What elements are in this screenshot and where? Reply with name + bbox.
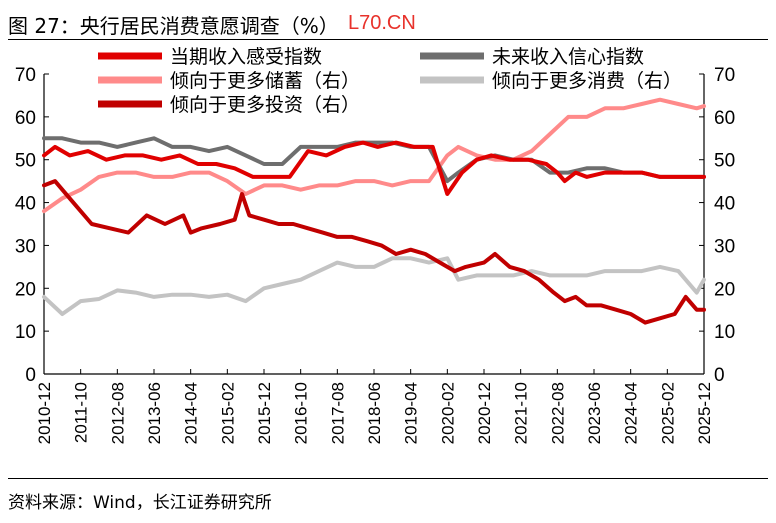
x-tick-label: 2025-12 [695, 382, 714, 444]
figure-header: 图 27：央行居民消费意愿调查（%） L70.CN [8, 8, 768, 38]
y-left-tick-label: 70 [15, 65, 36, 86]
y-right-tick-label: 70 [714, 65, 735, 86]
x-tick-label: 2021-10 [512, 382, 531, 444]
y-left-tick-label: 40 [15, 194, 36, 215]
x-tick-label: 2015-02 [218, 382, 237, 444]
x-tick-label: 2017-08 [328, 382, 347, 444]
y-left-tick-label: 60 [15, 108, 36, 129]
x-tick-label: 2022-08 [548, 382, 567, 444]
watermark-text: L70.CN [348, 12, 416, 34]
x-tick-label: 2020-12 [475, 382, 494, 444]
y-left-tick-label: 20 [15, 279, 36, 300]
figure-title: 图 27：央行居民消费意愿调查（%） [8, 14, 339, 38]
series-line [42, 179, 706, 325]
y-right-tick-label: 30 [714, 236, 735, 257]
legend-label: 倾向于更多投资（右） [170, 94, 360, 116]
x-tick-label: 2018-06 [365, 382, 384, 444]
x-tick-label: 2014-04 [182, 382, 201, 444]
y-left-tick-label: 10 [15, 322, 36, 343]
x-tick-label: 2011-10 [72, 382, 91, 443]
x-tick-label: 2016-10 [292, 382, 311, 444]
y-left-tick-label: 30 [15, 236, 36, 257]
x-tick-label: 2013-06 [145, 382, 164, 444]
series-line [42, 140, 706, 196]
source-note: 资料来源：Wind，长江证券研究所 [8, 493, 272, 513]
x-tick-label: 2025-02 [658, 382, 677, 444]
legend-label: 倾向于更多消费（右） [492, 70, 682, 92]
y-right-tick-label: 50 [714, 151, 735, 172]
y-left-tick-label: 0 [25, 365, 36, 386]
series-line [42, 136, 706, 184]
x-tick-label: 2023-06 [585, 382, 604, 444]
source-divider [8, 478, 768, 479]
x-tick-label: 2015-12 [255, 382, 274, 444]
axes: 0 10 20 30 40 50 60 70 0 10 20 30 40 50 60 70 2010-12 201… [15, 65, 735, 444]
series-line [42, 256, 706, 316]
series-line [42, 97, 706, 214]
x-tick-label: 2010-12 [35, 382, 54, 444]
y-right-tick-label: 40 [714, 194, 735, 215]
y-left-tick-label: 50 [15, 151, 36, 172]
legend-label: 未来收入信心指数 [492, 46, 644, 68]
y-right-tick-label: 0 [714, 365, 725, 386]
x-tick-label: 2020-02 [438, 382, 457, 444]
x-tick-label: 2019-04 [402, 382, 421, 444]
x-tick-label: 2012-08 [108, 382, 127, 444]
y-right-tick-label: 10 [714, 322, 735, 343]
y-right-tick-label: 20 [714, 279, 735, 300]
title-divider [8, 39, 768, 40]
legend-label: 倾向于更多储蓄（右） [170, 70, 360, 92]
y-right-tick-label: 60 [714, 108, 735, 129]
legend-label: 当期收入感受指数 [170, 46, 322, 68]
x-tick-label: 2024-04 [622, 382, 641, 444]
series-lines [42, 97, 706, 325]
